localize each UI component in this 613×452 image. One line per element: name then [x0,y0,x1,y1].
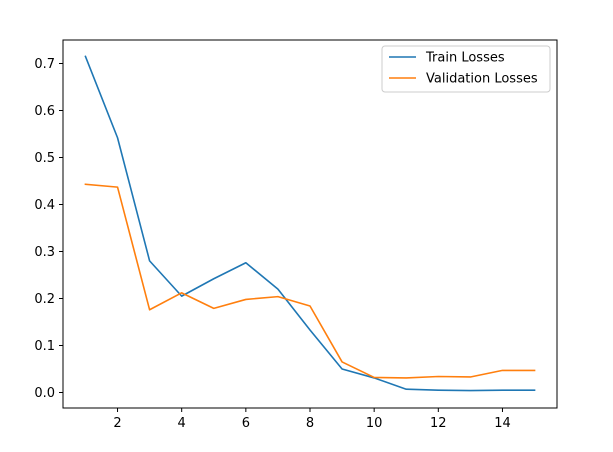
y-tick-label: 0.4 [34,198,55,213]
data-point-validation-losses [373,377,375,379]
data-point-validation-losses [341,361,343,363]
x-tick-label: 14 [494,416,511,431]
y-tick-label: 0.2 [34,292,55,307]
y-tick-label: 0.1 [34,339,55,354]
data-point-train-losses [534,389,536,391]
data-point-validation-losses [405,377,407,379]
data-point-train-losses [117,137,119,139]
data-point-train-losses [470,390,472,392]
data-point-validation-losses [309,305,311,307]
data-point-validation-losses [213,308,215,310]
data-point-train-losses [213,278,215,280]
legend-label: Train Losses [425,51,505,66]
x-tick-label: 6 [242,416,250,431]
data-point-validation-losses [85,183,87,185]
data-point-validation-losses [470,376,472,378]
data-point-validation-losses [149,309,151,311]
data-point-validation-losses [245,299,247,301]
x-tick-label: 4 [178,416,186,431]
series-line-validation-losses [84,183,536,379]
data-point-train-losses [85,56,87,58]
data-point-validation-losses [438,376,440,378]
y-tick-label: 0.0 [34,386,55,401]
data-point-validation-losses [181,292,183,294]
y-tick-label: 0.5 [34,151,55,166]
x-tick-label: 12 [430,416,447,431]
series-line-train-losses [84,55,536,392]
data-point-train-losses [181,295,183,297]
series-layer [84,55,536,392]
data-point-validation-losses [534,370,536,372]
plot-area [63,40,557,408]
y-axis-ticks: 0.0 0.1 0.2 0.3 0.4 0.5 0.6 0.7 [34,57,63,401]
data-point-train-losses [341,368,343,370]
data-point-train-losses [405,388,407,390]
legend: Train Losses Validation Losses [381,45,551,93]
data-point-train-losses [277,288,279,290]
x-tick-label: 8 [306,416,314,431]
data-point-train-losses [309,329,311,331]
y-tick-label: 0.7 [34,57,55,72]
y-tick-label: 0.6 [34,104,55,119]
legend-box [381,45,551,93]
data-point-validation-losses [277,296,279,298]
y-tick-label: 0.3 [34,245,55,260]
x-tick-label: 10 [366,416,383,431]
data-point-train-losses [438,389,440,391]
data-point-train-losses [502,389,504,391]
x-tick-label: 2 [113,416,121,431]
data-point-train-losses [245,262,247,264]
x-axis-ticks: 2 4 6 8 10 12 14 [113,408,511,431]
data-point-validation-losses [117,186,119,188]
data-point-validation-losses [502,370,504,372]
data-point-train-losses [149,260,151,262]
legend-label: Validation Losses [426,72,538,87]
